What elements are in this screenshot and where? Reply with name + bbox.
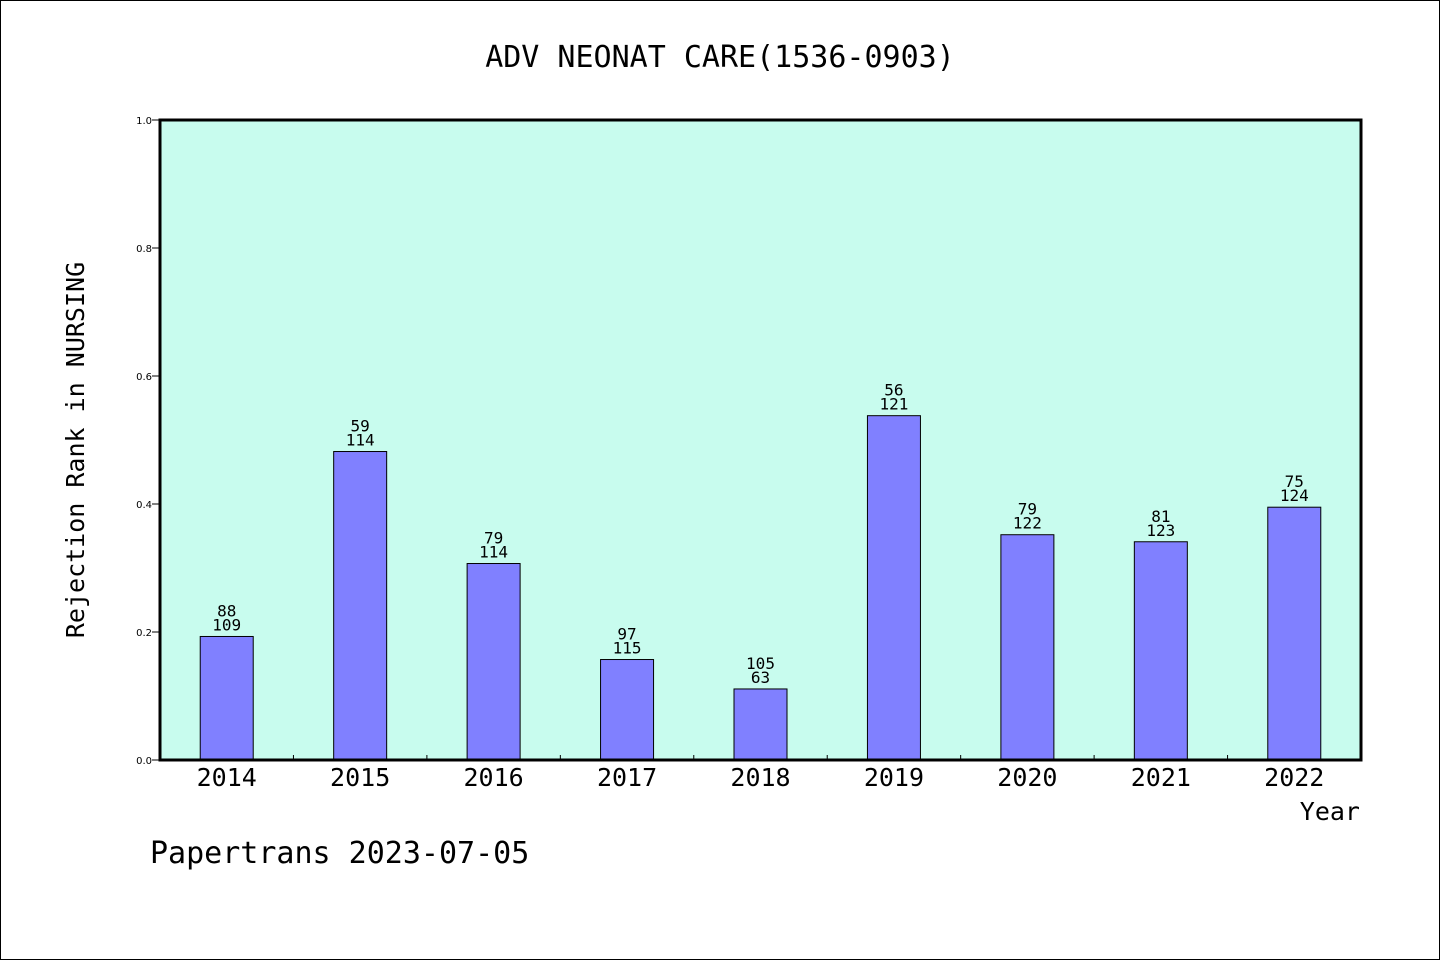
data-label-bottom: 122	[1013, 514, 1042, 533]
x-tick-label: 2014	[197, 763, 257, 792]
bar-series	[199, 415, 1322, 761]
y-tick-label: 1.0	[136, 116, 152, 127]
y-axis-label: Rejection Rank in NURSING	[61, 262, 90, 638]
data-label-top: 81	[1151, 507, 1170, 526]
bar-2019	[866, 415, 921, 761]
x-tick-label: 2019	[864, 763, 924, 792]
bar-2022	[1267, 506, 1322, 761]
data-label-top: 75	[1285, 472, 1304, 491]
data-label-bottom: 109	[212, 615, 241, 634]
x-tick-label: 2020	[997, 763, 1057, 792]
footer-credit: Papertrans 2023-07-05	[150, 836, 529, 871]
bar-2021	[1133, 541, 1188, 761]
x-tick-label: 2022	[1264, 763, 1324, 792]
data-label-top: 79	[484, 529, 503, 548]
bar-2017	[600, 659, 655, 761]
bar-2018	[733, 688, 788, 761]
chart-title: ADV NEONAT CARE(1536-0903)	[485, 40, 955, 75]
data-label-bottom: 115	[613, 639, 642, 658]
y-tick-label: 0.6	[136, 372, 152, 383]
x-tick-label: 2015	[330, 763, 390, 792]
x-tick-label: 2016	[464, 763, 524, 792]
data-label-top: 88	[217, 601, 236, 620]
y-axis-ticks: 0.0 0.2 0.4 0.6 0.8 1.0	[136, 116, 160, 767]
data-label-bottom: 121	[879, 395, 908, 414]
data-label-bottom: 124	[1280, 486, 1309, 505]
data-label-top: 79	[1018, 500, 1037, 519]
plot-border	[158, 118, 1363, 762]
data-label-top: 59	[351, 417, 370, 436]
data-label-top: 56	[884, 381, 903, 400]
data-label-top: 97	[617, 625, 636, 644]
data-label-bottom: 114	[479, 543, 508, 562]
x-tick-label: 2021	[1131, 763, 1191, 792]
y-tick-label: 0.4	[136, 500, 152, 511]
data-label-bottom: 114	[346, 431, 375, 450]
y-tick-label: 0.2	[136, 628, 152, 639]
bar-2016	[466, 563, 521, 761]
bar-2014	[199, 635, 254, 761]
bar-2020	[1000, 534, 1055, 761]
y-tick-label: 0.8	[136, 244, 152, 255]
x-tick-label: 2018	[730, 763, 790, 792]
data-label-top: 105	[746, 654, 775, 673]
data-label-bottom: 63	[751, 668, 770, 687]
y-tick-label: 0.0	[136, 756, 152, 767]
x-axis-ticks: 2014 2015 2016 2017 2018 2019 2020 2021 2022	[197, 755, 1324, 792]
x-axis-label: Year	[1300, 797, 1360, 826]
data-label-bottom: 123	[1146, 521, 1175, 540]
x-tick-label: 2017	[597, 763, 657, 792]
bar-2015	[333, 451, 388, 761]
